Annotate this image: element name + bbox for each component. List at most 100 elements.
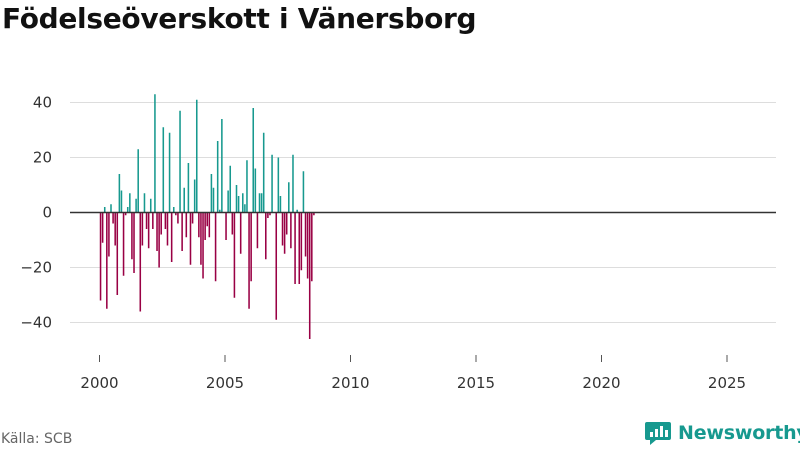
bar <box>137 149 139 213</box>
bar <box>292 154 294 213</box>
bar <box>147 212 150 249</box>
x-tick-label: 2020 <box>582 374 620 392</box>
bar <box>108 212 110 257</box>
bar <box>269 212 271 216</box>
bar <box>141 212 144 246</box>
bar <box>306 212 309 279</box>
bar <box>212 187 215 213</box>
bar <box>204 212 206 240</box>
bar <box>126 207 129 213</box>
bar <box>233 212 236 298</box>
bar <box>202 212 204 279</box>
bar <box>129 193 131 213</box>
bar <box>168 132 171 213</box>
bar <box>265 212 267 260</box>
bar <box>183 187 185 213</box>
bar <box>219 209 221 213</box>
bar <box>154 94 156 213</box>
bar <box>191 212 194 224</box>
bar <box>170 212 173 262</box>
bar <box>124 212 127 216</box>
bar <box>135 198 137 213</box>
bar <box>114 212 116 246</box>
bar <box>181 212 183 251</box>
bar <box>195 99 198 213</box>
bar <box>308 212 311 339</box>
bar <box>133 212 135 273</box>
bar <box>106 212 108 309</box>
bar <box>193 179 196 213</box>
bar <box>229 165 232 213</box>
bar <box>131 212 133 260</box>
bar <box>260 193 263 213</box>
bar <box>120 190 123 213</box>
bar <box>145 212 148 229</box>
bar <box>149 198 152 213</box>
bar <box>152 212 154 229</box>
bar <box>112 212 114 224</box>
bar <box>118 174 121 213</box>
bar <box>244 204 246 213</box>
bar <box>304 212 307 257</box>
bars <box>99 94 315 339</box>
y-tick-label: 20 <box>33 149 52 167</box>
bar <box>122 212 125 276</box>
bar <box>258 193 261 213</box>
bar <box>225 212 227 240</box>
x-tick-label: 2010 <box>331 374 369 392</box>
y-tick-label: 40 <box>33 94 52 112</box>
bar <box>288 182 290 213</box>
bar <box>256 212 259 249</box>
bar <box>277 157 280 213</box>
newsworthy-logo[interactable]: Newsworthy <box>644 420 800 446</box>
bar <box>103 207 106 213</box>
bar <box>290 212 292 249</box>
bar <box>162 127 165 213</box>
chart-title: Födelseöverskott i Vänersborg <box>2 2 477 35</box>
bar <box>158 212 160 268</box>
bar <box>252 108 255 213</box>
bar <box>160 212 162 235</box>
bar <box>172 207 175 213</box>
bar <box>187 163 190 213</box>
newsworthy-logo-text: Newsworthy <box>678 422 800 444</box>
bar <box>281 212 284 246</box>
bar <box>185 212 188 238</box>
bar <box>250 212 252 282</box>
gridlines <box>70 102 776 323</box>
bar <box>300 212 303 271</box>
bar <box>208 212 211 238</box>
bar <box>298 212 301 284</box>
bar <box>271 154 273 213</box>
bar <box>248 212 250 309</box>
bar <box>302 171 305 213</box>
bar <box>254 168 257 213</box>
bar <box>311 212 313 282</box>
x-tick-label: 2025 <box>708 374 746 392</box>
bar <box>227 190 229 213</box>
bar <box>279 196 282 213</box>
bar <box>267 212 269 218</box>
y-tick-label: 0 <box>42 204 52 222</box>
y-tick-label: −20 <box>20 259 52 277</box>
newsworthy-logo-icon <box>645 422 671 445</box>
bar <box>156 212 158 251</box>
bar <box>214 212 217 282</box>
y-tick-label: −40 <box>20 314 52 332</box>
bar <box>216 141 219 213</box>
bar <box>246 160 248 213</box>
bar <box>237 196 240 213</box>
bar <box>242 193 244 213</box>
bar <box>283 212 286 254</box>
bar <box>198 212 200 238</box>
bar <box>210 174 213 213</box>
bar <box>116 212 119 295</box>
bar <box>99 212 102 301</box>
bar <box>239 212 242 254</box>
x-tick-label: 2005 <box>206 374 244 392</box>
bar <box>175 212 177 216</box>
bar <box>200 212 202 265</box>
bar <box>275 212 278 320</box>
source-note: Källa: SCB <box>1 431 73 447</box>
bar <box>143 193 146 213</box>
